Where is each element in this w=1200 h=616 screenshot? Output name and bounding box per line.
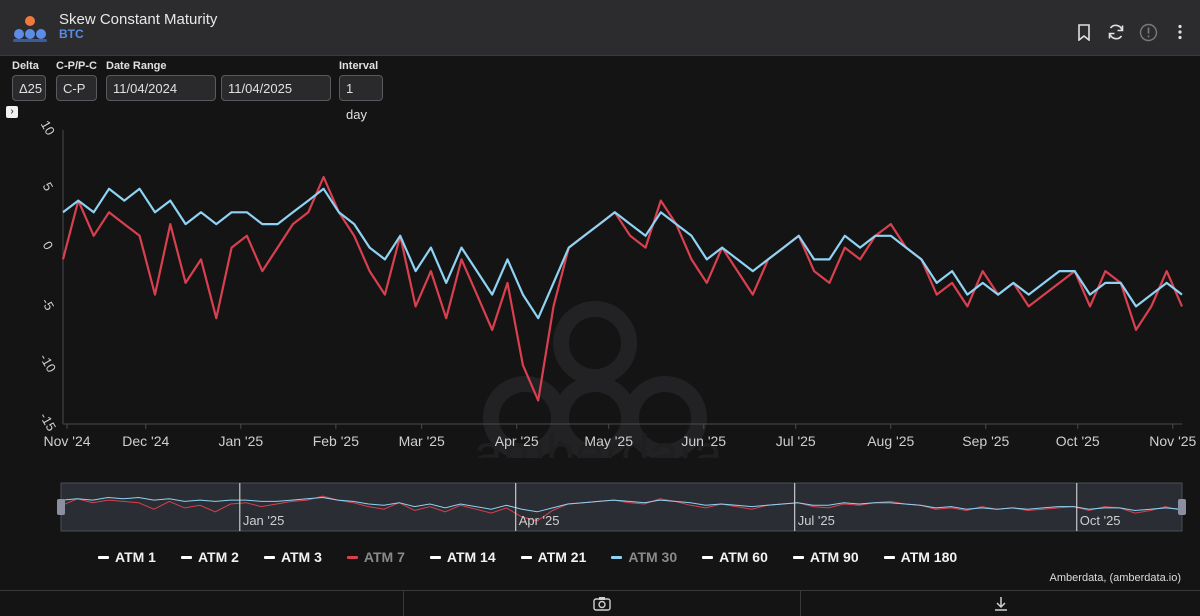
x-tick-label: Nov '24 [43, 433, 90, 449]
chart-title: Skew Constant Maturity [59, 11, 218, 28]
legend-swatch [883, 555, 895, 559]
amberdata-logo-icon [13, 16, 47, 42]
x-tick-label: Mar '25 [399, 433, 445, 449]
more-vertical-icon[interactable] [1170, 22, 1190, 42]
series-line-atm-7 [61, 175, 1184, 402]
x-tick-label: Sep '25 [962, 433, 1009, 449]
x-tick-label: Jan '25 [218, 433, 263, 449]
legend-item-atm-1[interactable]: ATM 1 [98, 547, 156, 567]
legend-item-atm-3[interactable]: ATM 3 [263, 547, 322, 567]
legend-label: ATM 30 [628, 549, 678, 565]
start-date-input[interactable]: 11/04/2024 [106, 75, 216, 101]
screenshot-button[interactable] [404, 591, 801, 616]
legend-item-atm-14[interactable]: ATM 14 [429, 547, 496, 567]
legend-item-atm-180[interactable]: ATM 180 [883, 547, 958, 567]
y-tick-label: -10 [37, 351, 59, 375]
download-icon [994, 596, 1007, 611]
download-button[interactable] [801, 591, 1200, 616]
legend-label: ATM 180 [900, 549, 958, 565]
legend-swatch [792, 555, 804, 559]
legend-label: ATM 2 [197, 549, 239, 565]
info-icon[interactable] [1138, 22, 1158, 42]
legend-label: ATM 3 [280, 549, 322, 565]
legend-label: ATM 1 [115, 549, 156, 565]
asset-subtitle: BTC [59, 27, 84, 41]
x-tick-label: Jul '25 [776, 433, 816, 449]
chart-legend: ATM 1 ATM 2 ATM 3 ATM 7 ATM 14 ATM 21 ATM 30 AT… [0, 547, 1200, 567]
navigator-chart[interactable]: Jan '25 Apr '25 Jul '25 Oct '25 [0, 480, 1200, 532]
chart-header: Skew Constant Maturity BTC [0, 0, 1200, 56]
delta-select[interactable]: Δ25 [12, 75, 46, 101]
series-line-atm-30 [62, 187, 1183, 320]
delta-label: Delta [12, 60, 39, 72]
main-chart: amberdata 10 5 0 -5 -10 -15 Nov '24 Dec '24 Jan… [37, 118, 1197, 458]
delta-control: Delta Δ25 [12, 60, 46, 101]
cp-control: C-P/P-C C-P [56, 60, 97, 101]
x-tick-label: Dec '24 [122, 433, 169, 449]
cp-label: C-P/P-C [56, 60, 97, 72]
legend-item-atm-90[interactable]: ATM 90 [792, 547, 859, 567]
watermark: amberdata [474, 301, 723, 458]
legend-label: ATM 14 [446, 549, 496, 565]
watermark-text: amberdata [474, 425, 723, 458]
legend-item-atm-7[interactable]: ATM 7 [346, 547, 405, 567]
end-date-input[interactable]: 11/04/2025 [221, 75, 331, 101]
navigator-right-handle[interactable] [1178, 499, 1186, 515]
navigator-tick-label: Oct '25 [1080, 513, 1121, 528]
x-tick-label: Apr '25 [495, 433, 539, 449]
legend-label: ATM 90 [809, 549, 859, 565]
x-tick-label: May '25 [584, 433, 633, 449]
cp-select[interactable]: C-P [56, 75, 97, 101]
interval-select[interactable]: 1 day [339, 75, 383, 122]
bookmark-icon[interactable] [1074, 22, 1094, 42]
y-tick-label: 0 [40, 238, 57, 252]
navigator-tick-label: Jul '25 [798, 513, 835, 528]
navigator-frame [60, 482, 1183, 532]
controls-bar: Delta Δ25 C-P/P-C C-P Date Range 11/04/2… [0, 55, 1200, 122]
navigator-tick-label: Apr '25 [519, 513, 560, 528]
legend-label: ATM 60 [719, 549, 768, 565]
legend-swatch [98, 555, 109, 559]
refresh-icon[interactable] [1106, 22, 1126, 42]
x-tick-label: Nov '25 [1149, 433, 1196, 449]
legend-swatch [429, 555, 441, 559]
navigator-tick-label: Jan '25 [243, 513, 285, 528]
expand-toggle-icon[interactable]: › [6, 106, 18, 118]
x-tick-label: Jun '25 [681, 433, 726, 449]
y-tick-label: 5 [40, 180, 57, 194]
credit-text: Amberdata, (amberdata.io) [1049, 572, 1181, 584]
legend-item-atm-30[interactable]: ATM 30 [611, 547, 677, 567]
footer-bar [0, 590, 1200, 616]
date-range-label: Date Range [106, 60, 167, 72]
legend-item-atm-60[interactable]: ATM 60 [702, 547, 768, 567]
x-tick-label: Oct '25 [1056, 433, 1100, 449]
legend-label: ATM 21 [537, 549, 587, 565]
legend-swatch [346, 555, 358, 559]
camera-icon [593, 597, 611, 611]
legend-item-atm-21[interactable]: ATM 21 [520, 547, 587, 567]
x-tick-label: Feb '25 [313, 433, 359, 449]
legend-swatch [702, 555, 714, 559]
interval-label: Interval [339, 60, 379, 72]
legend-swatch [520, 555, 532, 559]
legend-swatch [180, 555, 192, 559]
footer-cell-empty [0, 591, 404, 616]
legend-swatch [611, 555, 623, 559]
legend-item-atm-2[interactable]: ATM 2 [180, 547, 239, 567]
legend-swatch [263, 555, 275, 559]
navigator-left-handle[interactable] [57, 499, 65, 515]
y-tick-label: -5 [39, 295, 58, 313]
y-tick-label: 10 [38, 118, 58, 138]
x-tick-label: Aug '25 [867, 433, 914, 449]
navigator-series-atm-30 [61, 496, 1182, 513]
legend-label: ATM 7 [363, 549, 405, 565]
interval-control: Interval 1 day [339, 60, 383, 122]
date-range-control: Date Range 11/04/2024 11/04/2025 [106, 60, 331, 101]
y-tick-label: -15 [37, 410, 59, 434]
